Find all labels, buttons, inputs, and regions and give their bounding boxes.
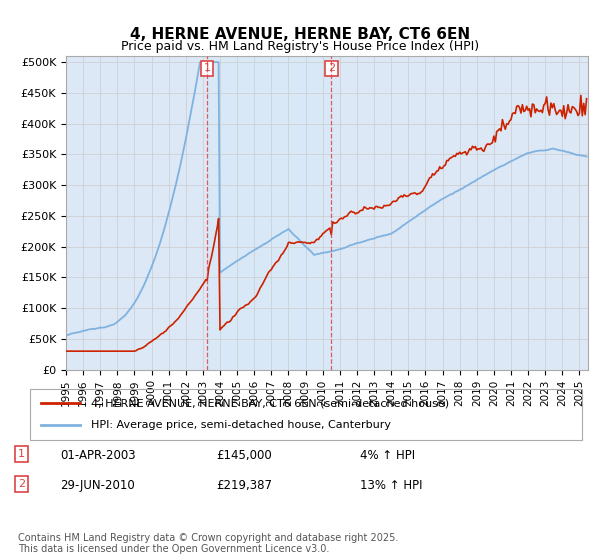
Text: 1: 1 (18, 449, 25, 459)
Text: 01-APR-2003: 01-APR-2003 (60, 449, 136, 462)
Text: 4, HERNE AVENUE, HERNE BAY, CT6 6EN (semi-detached house): 4, HERNE AVENUE, HERNE BAY, CT6 6EN (sem… (91, 398, 449, 408)
Text: 1: 1 (203, 63, 211, 73)
Text: £145,000: £145,000 (216, 449, 272, 462)
Text: 4, HERNE AVENUE, HERNE BAY, CT6 6EN: 4, HERNE AVENUE, HERNE BAY, CT6 6EN (130, 27, 470, 42)
Text: 2: 2 (328, 63, 335, 73)
Text: £219,387: £219,387 (216, 479, 272, 492)
Text: Price paid vs. HM Land Registry's House Price Index (HPI): Price paid vs. HM Land Registry's House … (121, 40, 479, 53)
Text: HPI: Average price, semi-detached house, Canterbury: HPI: Average price, semi-detached house,… (91, 421, 391, 431)
Text: 13% ↑ HPI: 13% ↑ HPI (360, 479, 422, 492)
Bar (207, 56, 331, 370)
Text: 2: 2 (18, 479, 25, 489)
Text: Contains HM Land Registry data © Crown copyright and database right 2025.
This d: Contains HM Land Registry data © Crown c… (18, 533, 398, 554)
Text: 4% ↑ HPI: 4% ↑ HPI (360, 449, 415, 462)
Text: 29-JUN-2010: 29-JUN-2010 (60, 479, 135, 492)
